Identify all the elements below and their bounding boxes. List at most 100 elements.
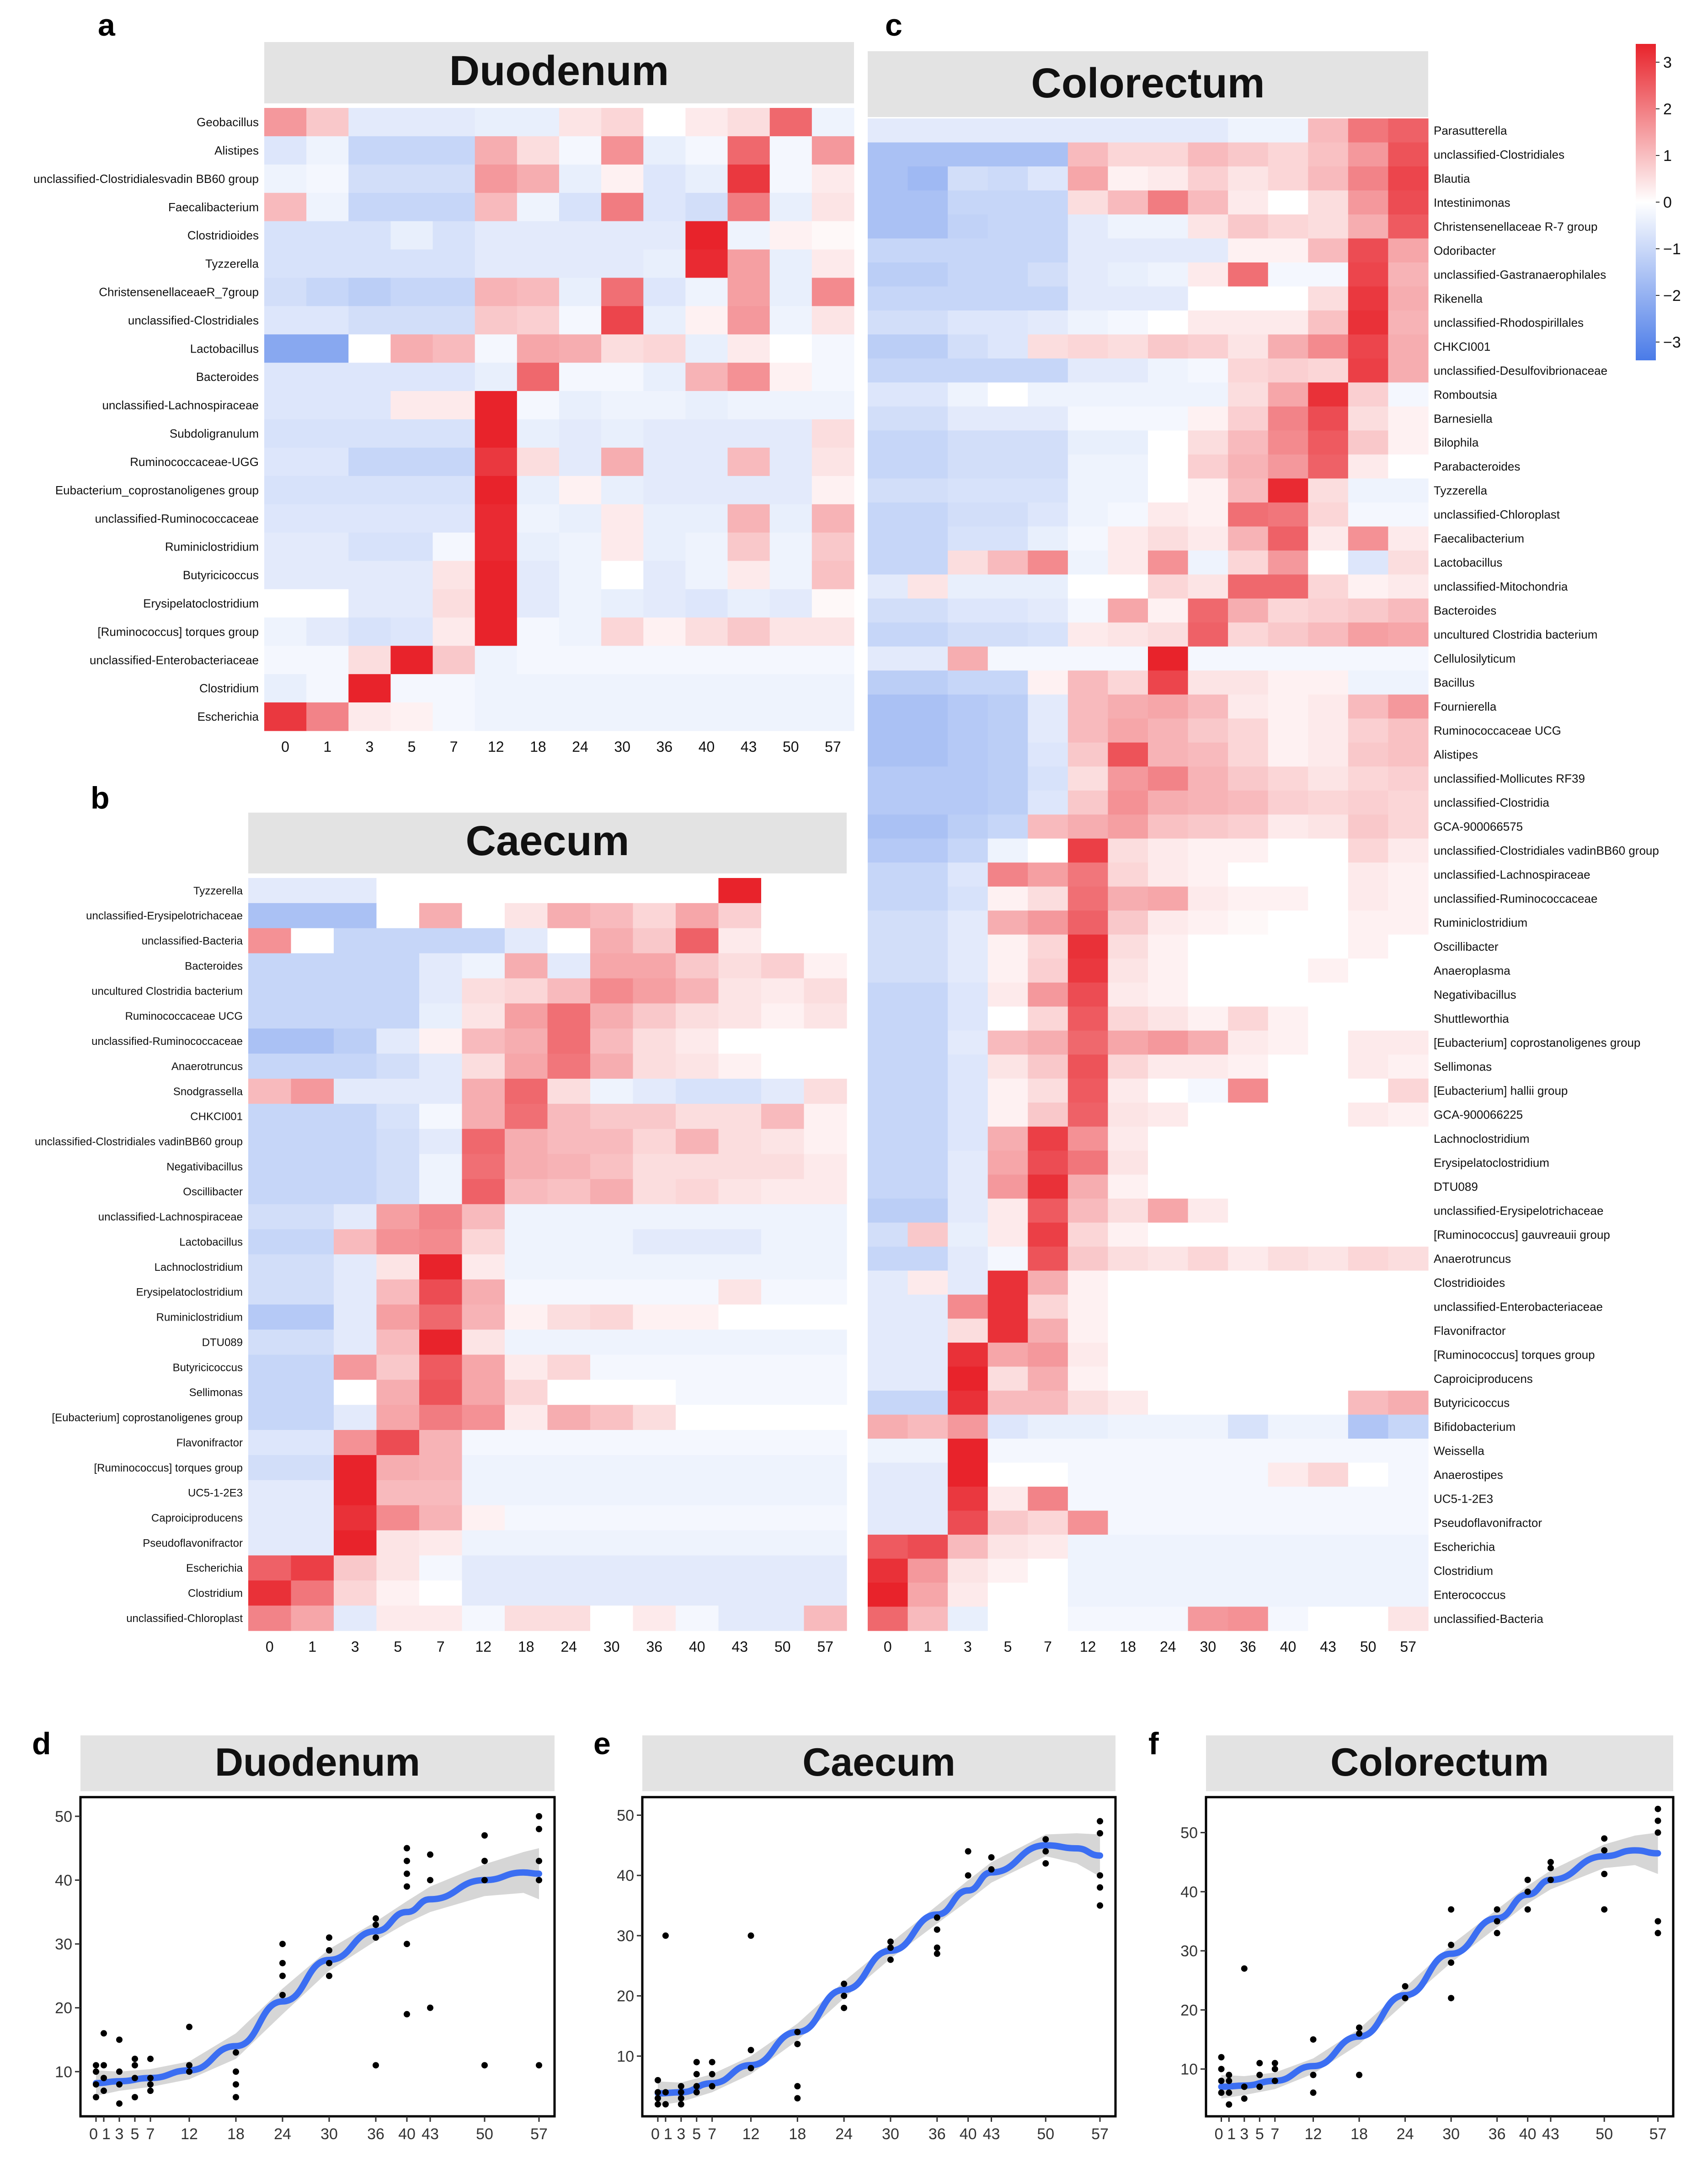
panel-frame bbox=[641, 1796, 1117, 2118]
data-point bbox=[965, 1848, 971, 1855]
row-label: Lachnoclostridium bbox=[155, 1261, 243, 1274]
heatmap-cell bbox=[462, 1129, 505, 1155]
heatmap-cell bbox=[1148, 406, 1189, 431]
heatmap-cell bbox=[419, 1028, 463, 1054]
heatmap-cell bbox=[1388, 166, 1429, 191]
heatmap-cell bbox=[1308, 646, 1349, 671]
heatmap-cell bbox=[1268, 142, 1308, 167]
facet-title: Duodenum bbox=[449, 48, 669, 94]
heatmap-cell bbox=[334, 1204, 377, 1230]
heatmap-cell bbox=[1308, 814, 1349, 839]
heatmap-cell bbox=[1308, 166, 1349, 191]
heatmap-cell bbox=[1148, 190, 1189, 215]
heatmap-cell bbox=[727, 589, 770, 618]
heatmap-cell bbox=[948, 1151, 988, 1175]
heatmap-cell bbox=[1308, 1078, 1349, 1103]
heatmap-cell bbox=[1028, 622, 1068, 647]
heatmap-cell bbox=[633, 1179, 676, 1204]
heatmap-cell bbox=[1188, 1030, 1228, 1055]
heatmap-cell bbox=[1348, 406, 1389, 431]
heatmap-cell bbox=[590, 1054, 634, 1079]
heatmap-cell bbox=[590, 1229, 634, 1255]
heatmap-cell bbox=[1348, 262, 1389, 287]
heatmap-cell bbox=[907, 934, 948, 959]
heatmap-cell bbox=[590, 1430, 634, 1456]
heatmap-cell bbox=[633, 1229, 676, 1255]
heatmap-cell bbox=[559, 391, 602, 420]
heatmap-cell bbox=[633, 1078, 676, 1104]
heatmap-cell bbox=[718, 1455, 762, 1481]
heatmap-cell bbox=[987, 1126, 1028, 1151]
y-tick-label: 20 bbox=[1180, 2002, 1198, 2019]
heatmap-cell bbox=[1148, 1078, 1189, 1103]
heatmap-cell bbox=[769, 334, 812, 363]
heatmap-cell bbox=[1067, 334, 1109, 359]
heatmap-cell bbox=[601, 504, 644, 533]
heatmap-cell bbox=[1108, 574, 1148, 599]
heatmap-cell bbox=[1188, 1606, 1228, 1631]
heatmap-cell bbox=[1028, 1462, 1068, 1487]
heatmap-cell bbox=[727, 391, 770, 420]
x-tick-label: 0 bbox=[89, 2125, 98, 2143]
data-point bbox=[934, 1950, 940, 1957]
row-label: Caproiciproducens bbox=[1434, 1372, 1533, 1386]
heatmap-cell bbox=[1067, 430, 1109, 455]
heatmap-cell bbox=[1188, 430, 1228, 455]
heatmap-cell bbox=[1388, 502, 1429, 527]
y-tick-label: 30 bbox=[55, 1936, 72, 1953]
heatmap-cell bbox=[1028, 910, 1068, 935]
heatmap-cell bbox=[761, 1154, 805, 1179]
heatmap-cell bbox=[475, 532, 518, 562]
row-label: Fournierella bbox=[1434, 700, 1497, 713]
heatmap-cell bbox=[1148, 1414, 1189, 1439]
heatmap-cell bbox=[334, 1480, 377, 1506]
heatmap-cell bbox=[868, 1535, 908, 1559]
heatmap-cell bbox=[987, 1366, 1028, 1391]
heatmap-cell bbox=[907, 1222, 948, 1247]
heatmap-cell bbox=[1348, 646, 1389, 671]
heatmap-cell bbox=[348, 249, 391, 278]
heatmap-cell bbox=[676, 1003, 719, 1029]
data-point bbox=[279, 1972, 286, 1979]
row-label: Clostridium bbox=[199, 681, 259, 695]
heatmap-cell bbox=[1148, 286, 1189, 311]
heatmap-cell bbox=[590, 1480, 634, 1506]
heatmap-cell bbox=[1308, 526, 1349, 551]
heatmap-cell bbox=[907, 1439, 948, 1463]
data-point bbox=[1524, 1906, 1531, 1913]
data-point bbox=[709, 2083, 715, 2090]
heatmap-cell bbox=[559, 674, 602, 703]
heatmap-cell bbox=[1348, 814, 1389, 839]
heatmap-cell bbox=[633, 1254, 676, 1280]
heatmap-cell bbox=[1028, 142, 1068, 167]
heatmap-cell bbox=[643, 249, 686, 278]
heatmap-cell bbox=[633, 1430, 676, 1456]
heatmap-cell bbox=[727, 646, 770, 674]
heatmap-cell bbox=[1268, 1510, 1308, 1535]
data-point bbox=[841, 2004, 848, 2011]
heatmap-cell bbox=[505, 1606, 548, 1631]
heatmap-cell bbox=[948, 238, 988, 263]
heatmap-cell bbox=[291, 1405, 334, 1430]
data-point bbox=[654, 2101, 661, 2108]
heatmap-cell bbox=[1028, 598, 1068, 623]
row-label: UC5-1-2E3 bbox=[188, 1487, 243, 1499]
heatmap-cell bbox=[1348, 838, 1389, 863]
heatmap-cell bbox=[1028, 454, 1068, 479]
row-label: Butyricicoccus bbox=[1434, 1396, 1510, 1409]
heatmap-cell bbox=[1067, 790, 1109, 815]
heatmap-duodenum: DuodenumGeobacillusAlistipesunclassified… bbox=[33, 42, 854, 755]
heatmap-cell bbox=[633, 1354, 676, 1380]
heatmap-cell bbox=[1188, 1366, 1228, 1391]
heatmap-cell bbox=[868, 1006, 908, 1031]
heatmap-cell bbox=[811, 278, 854, 306]
heatmap-cell bbox=[505, 1430, 548, 1456]
heatmap-cell bbox=[264, 306, 307, 335]
heatmap-cell bbox=[559, 532, 602, 562]
heatmap-cell bbox=[868, 790, 908, 815]
heatmap-cell bbox=[633, 1204, 676, 1230]
row-label: unclassified-Clostridialesvadin BB60 gro… bbox=[33, 172, 259, 186]
heatmap-cell bbox=[348, 391, 391, 420]
heatmap-cell bbox=[264, 391, 307, 420]
data-point bbox=[965, 1872, 971, 1879]
